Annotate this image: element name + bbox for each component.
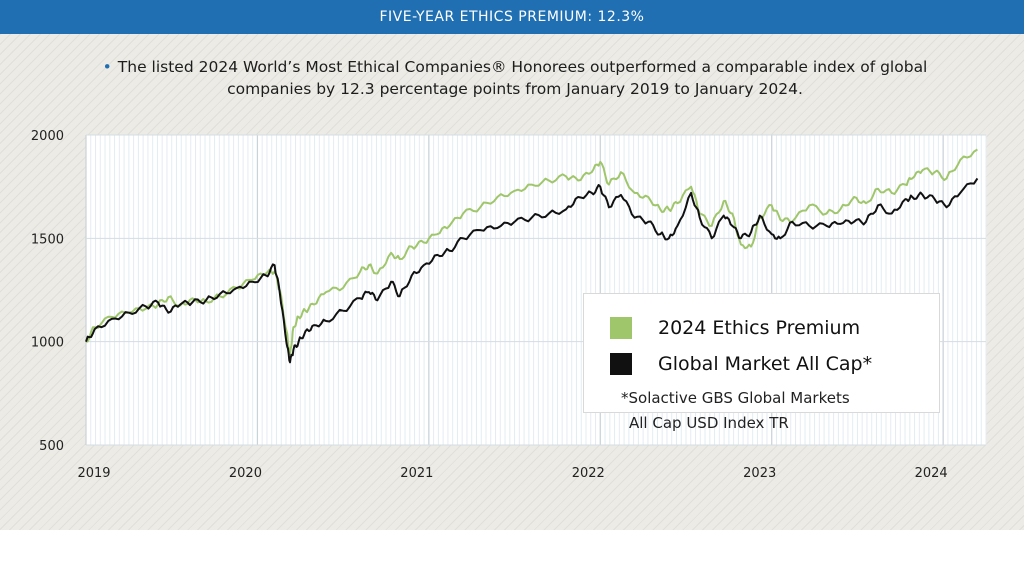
legend-item-ethics: 2024 Ethics Premium (610, 317, 860, 339)
x-tick-label: 2019 (77, 466, 110, 481)
bullet-icon: • (102, 58, 112, 76)
legend-note-line-1: *Solactive GBS Global Markets (621, 389, 850, 407)
x-tick-label: 2021 (400, 466, 433, 481)
legend-note-line-2: All Cap USD Index TR (629, 414, 789, 432)
y-tick-label: 2000 (31, 129, 64, 144)
legend-label-ethics: 2024 Ethics Premium (658, 317, 861, 339)
x-tick-label: 2020 (229, 466, 262, 481)
legend-swatch-ethics (610, 317, 632, 339)
legend-item-market: Global Market All Cap* (610, 353, 872, 375)
subtitle-line-1: The listed 2024 World’s Most Ethical Com… (117, 58, 928, 76)
subtitle-line-2: companies by 12.3 percentage points from… (227, 80, 803, 98)
series-lines (85, 148, 979, 364)
x-tick-label: 2024 (915, 466, 948, 481)
series-line-market (85, 177, 979, 364)
y-tick-label: 1000 (31, 336, 64, 351)
x-tick-label: 2022 (572, 466, 605, 481)
chart-subtitle: • The listed 2024 World’s Most Ethical Co… (70, 56, 960, 100)
banner-title: FIVE-YEAR ETHICS PREMIUM: 12.3% (0, 0, 1024, 34)
legend-swatch-market (610, 353, 632, 375)
series-line-ethics (85, 148, 978, 356)
legend-label-market: Global Market All Cap* (658, 353, 873, 375)
y-tick-label: 1500 (31, 232, 64, 247)
x-tick-label: 2023 (743, 466, 776, 481)
axis-ticks: 500 1000 1500 2000 2019 2020 2021 2022 2023 2024 (31, 129, 948, 481)
chart-legend: 2024 Ethics Premium Global Market All Ca… (583, 293, 940, 432)
y-tick-label: 500 (39, 439, 64, 454)
